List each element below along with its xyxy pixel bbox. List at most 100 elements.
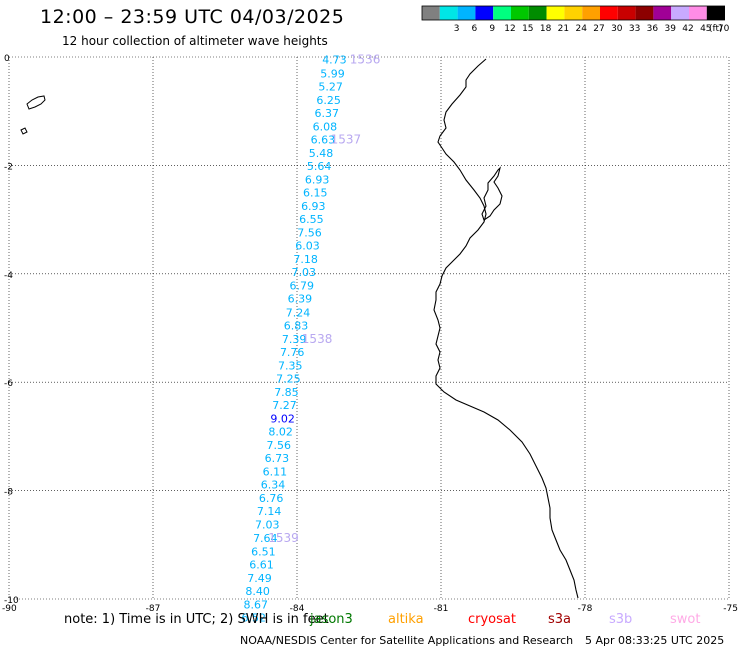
scale-label: 42	[682, 24, 693, 34]
scale-swatch	[475, 6, 494, 20]
wave-height-label: 4.73	[322, 54, 347, 67]
wave-height-label: 6.79	[290, 280, 315, 293]
scale-swatch	[457, 6, 476, 20]
plot-subtitle: 12 hour collection of altimeter wave hei…	[62, 34, 328, 48]
scale-label: 45	[700, 24, 711, 34]
scale-swatch	[564, 6, 583, 20]
scale-swatch	[653, 6, 672, 20]
lat-tick-label: -10	[4, 596, 19, 606]
wave-height-label: 6.76	[259, 492, 284, 505]
scale-label: 9	[489, 24, 495, 34]
scale-label: 15	[522, 24, 533, 34]
wave-height-label: 6.61	[249, 558, 274, 571]
wave-height-label: 6.51	[251, 545, 276, 558]
wave-height-label: 7.56	[267, 439, 292, 452]
scale-swatch	[493, 6, 511, 20]
lon-tick-label: -75	[723, 604, 738, 614]
scale-swatch	[546, 6, 565, 20]
scale-unit: (ft)	[709, 24, 723, 34]
scale-label: 36	[647, 24, 659, 34]
galapagos-islands	[20, 95, 46, 135]
footer-note: note: 1) Time is in UTC; 2) SWH is in fe…	[64, 612, 329, 627]
scale-label: 3	[454, 24, 460, 34]
wave-height-label: 6.93	[305, 173, 330, 186]
wave-height-label: 6.73	[265, 452, 290, 465]
plot-title: 12:00 – 23:59 UTC 04/03/2025	[40, 6, 345, 28]
pass-time-label: 1539	[268, 531, 299, 545]
scale-label: 27	[593, 24, 604, 34]
wave-height-label: 7.27	[272, 399, 297, 412]
wave-height-label: 7.64	[253, 532, 278, 545]
scale-swatch	[671, 6, 689, 20]
lat-tick-label: 0	[4, 54, 10, 64]
lat-tick-label: -6	[4, 379, 13, 389]
satellite-cryosat: cryosat	[468, 612, 516, 627]
wave-height-label: 7.39	[282, 333, 307, 346]
wave-height-label: 6.03	[295, 240, 320, 253]
wave-height-label: 7.03	[255, 519, 280, 532]
wave-height-label: 6.93	[301, 200, 326, 213]
wave-height-label: 6.55	[299, 213, 324, 226]
scale-swatch	[439, 6, 458, 20]
pass-time-label: 1537	[331, 132, 362, 146]
satellite-s3a: s3a	[548, 612, 572, 627]
credit-line: NOAA/NESDIS Center for Satellite Applica…	[240, 634, 574, 647]
wave-height-label: 6.11	[263, 466, 288, 479]
wave-height-label: 6.15	[303, 187, 328, 200]
scale-label: 6	[472, 24, 478, 34]
wave-height-label: 8.02	[268, 426, 293, 439]
wave-height-label: 7.18	[293, 253, 318, 266]
pass-time-labels: 1536 1537 1538 1539	[268, 53, 380, 545]
wave-height-label: 6.25	[316, 94, 341, 107]
wave-height-label: 7.85	[274, 386, 299, 399]
scale-swatch	[600, 6, 618, 20]
wave-height-label: 5.64	[307, 160, 332, 173]
wave-height-label: 7.14	[257, 505, 282, 518]
scale-swatch	[689, 6, 707, 20]
lon-tick-label: -81	[434, 604, 449, 614]
scale-label: 12	[504, 24, 515, 34]
wave-height-label: 7.76	[280, 346, 305, 359]
wave-height-label: 5.27	[318, 80, 343, 93]
scale-label: 70	[718, 24, 730, 34]
lon-tick-label: -84	[290, 604, 305, 614]
jason3-track: 4.735.995.276.256.376.086.635.485.646.93…	[242, 54, 347, 625]
wave-height-label: 8.67	[243, 598, 268, 611]
wave-height-label: 6.52	[242, 611, 267, 624]
scale-swatch	[617, 6, 636, 20]
lon-tick-label: -90	[2, 604, 17, 614]
coastline	[433, 58, 579, 599]
scale-swatch	[706, 6, 725, 20]
lat-tick-label: -8	[4, 488, 13, 498]
scale-label: 24	[575, 24, 587, 34]
wave-height-label: 6.37	[315, 107, 340, 120]
generated-timestamp: 5 Apr 08:33:25 UTC 2025	[585, 634, 725, 647]
wave-height-label: 7.03	[291, 266, 316, 279]
wave-height-label: 7.24	[286, 306, 311, 319]
pass-time-label: 1538	[302, 332, 333, 346]
satellite-s3b: s3b	[609, 612, 633, 627]
scale-label: 39	[664, 24, 676, 34]
satellite-jason3: jason3	[310, 612, 353, 627]
scale-label: 21	[558, 24, 569, 34]
wave-height-label: 7.49	[247, 572, 272, 585]
wave-height-label: 5.99	[320, 67, 345, 80]
map-grid	[9, 57, 729, 599]
wave-height-label: 7.56	[297, 227, 322, 240]
wave-height-label: 5.48	[309, 147, 334, 160]
wave-height-label: 6.34	[261, 479, 286, 492]
lat-tick-label: -2	[4, 162, 13, 172]
wave-height-label: 8.40	[245, 585, 270, 598]
scale-swatch	[511, 6, 529, 20]
axis-tick-labels: 0 -2 -4 -6 -8 -10-90 -87 -84 -81 -78 -75	[2, 54, 738, 614]
wave-height-label: 6.83	[284, 319, 309, 332]
scale-swatch	[582, 6, 600, 20]
wave-height-label: 7.25	[276, 372, 301, 385]
scale-swatch	[528, 6, 547, 20]
pass-time-label: 1536	[350, 53, 381, 67]
lat-tick-label: -4	[4, 271, 13, 281]
lon-tick-label: -78	[578, 604, 593, 614]
scale-label: 33	[629, 24, 640, 34]
